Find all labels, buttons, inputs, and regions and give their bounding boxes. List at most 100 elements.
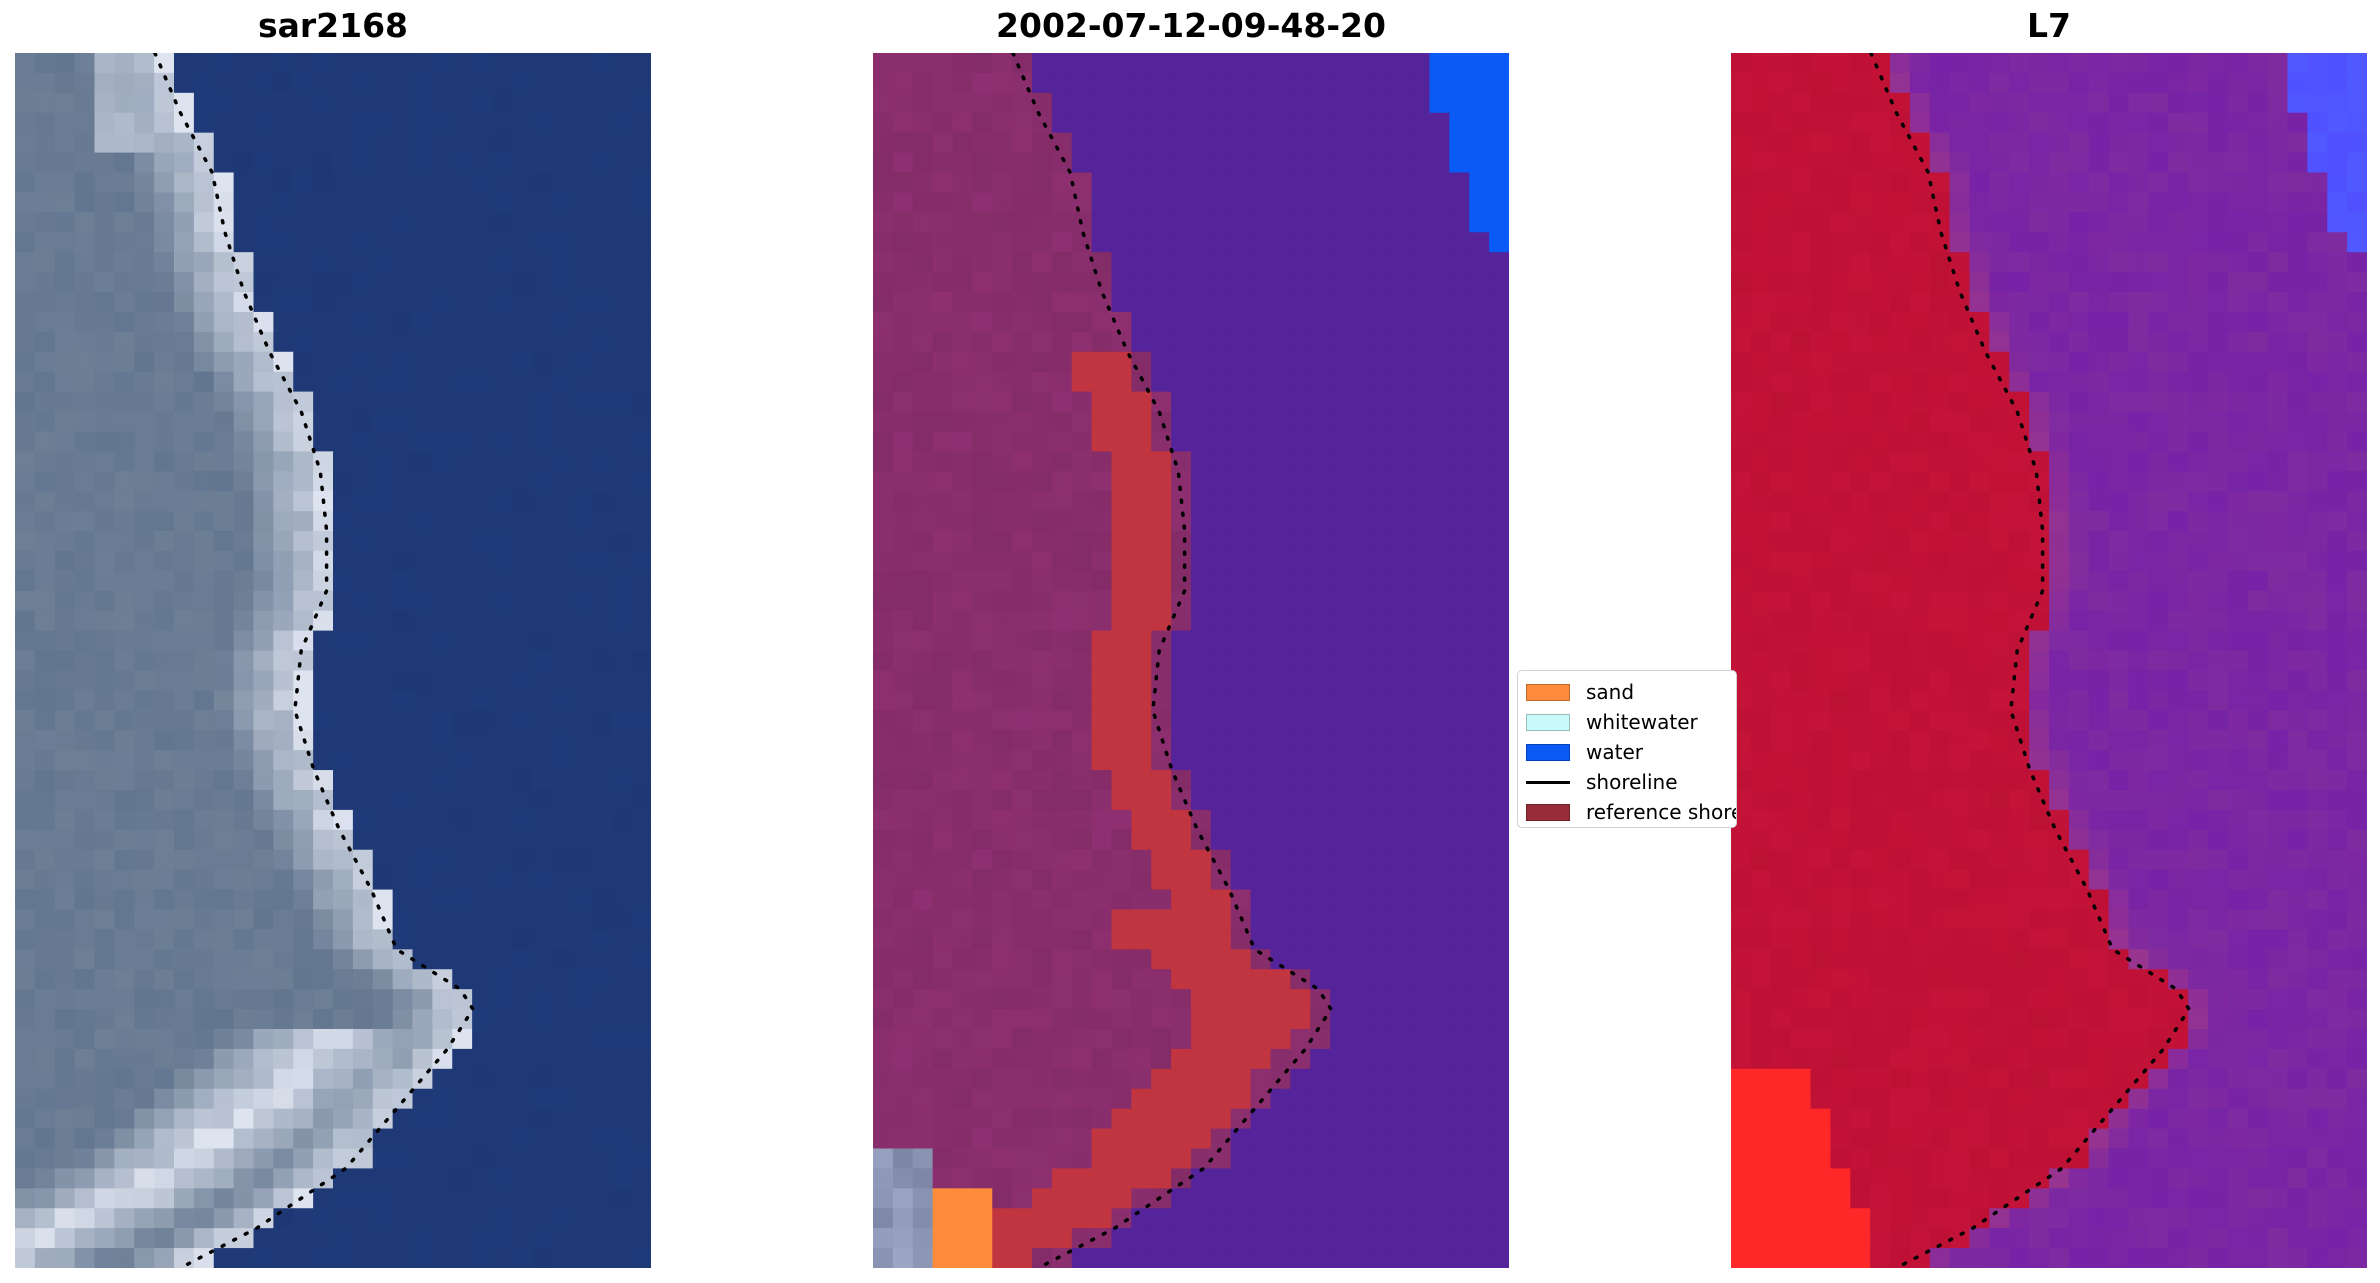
pixel bbox=[932, 1248, 954, 1268]
pixel bbox=[2049, 391, 2070, 413]
pixel bbox=[912, 292, 934, 313]
pixel bbox=[591, 451, 612, 472]
pixel bbox=[114, 1009, 135, 1030]
pixel bbox=[873, 1148, 894, 1170]
pixel bbox=[1250, 650, 1272, 672]
pixel bbox=[992, 331, 1013, 353]
pixel bbox=[432, 53, 453, 74]
pixel bbox=[34, 829, 56, 851]
pixel bbox=[631, 451, 651, 472]
pixel bbox=[2347, 132, 2367, 154]
pixel bbox=[1270, 829, 1291, 851]
pixel bbox=[313, 590, 334, 612]
pixel bbox=[611, 491, 632, 512]
pixel bbox=[1949, 152, 1971, 174]
pixel bbox=[2307, 351, 2328, 373]
pixel bbox=[1389, 331, 1411, 353]
pixel bbox=[1790, 292, 1812, 313]
pixel bbox=[2287, 311, 2308, 333]
pixel bbox=[952, 889, 973, 911]
pixel bbox=[1989, 690, 2010, 711]
pixel bbox=[1409, 371, 1431, 393]
pixel bbox=[2068, 411, 2090, 433]
pixel bbox=[273, 92, 294, 114]
pixel bbox=[273, 172, 294, 194]
pixel bbox=[1171, 112, 1192, 134]
pixel bbox=[2267, 351, 2289, 373]
pixel bbox=[432, 989, 453, 1010]
pixel bbox=[1230, 750, 1252, 771]
pixel bbox=[193, 949, 215, 970]
pixel bbox=[972, 570, 993, 592]
pixel bbox=[293, 252, 314, 273]
pixel bbox=[551, 1248, 573, 1268]
pixel bbox=[2168, 192, 2189, 213]
pixel bbox=[114, 152, 135, 174]
pixel bbox=[571, 411, 592, 433]
pixel bbox=[1111, 570, 1132, 592]
false-color-image-panel bbox=[1731, 53, 2367, 1268]
pixel bbox=[293, 272, 314, 293]
pixel bbox=[1790, 491, 1812, 512]
pixel bbox=[1369, 989, 1391, 1010]
pixel bbox=[932, 1088, 954, 1110]
pixel bbox=[412, 1248, 433, 1268]
pixel bbox=[1012, 1148, 1033, 1170]
pixel bbox=[233, 1208, 255, 1229]
pixel bbox=[114, 809, 135, 831]
pixel bbox=[54, 1208, 76, 1229]
pixel bbox=[1350, 1208, 1371, 1229]
pixel bbox=[1929, 630, 1951, 652]
pixel bbox=[1230, 351, 1252, 373]
pixel bbox=[631, 750, 651, 771]
pixel bbox=[1191, 1188, 1212, 1209]
pixel bbox=[372, 411, 394, 433]
pixel bbox=[591, 590, 612, 612]
pixel bbox=[912, 471, 934, 492]
pixel bbox=[1909, 391, 1931, 413]
pixel bbox=[2148, 391, 2169, 413]
pixel bbox=[452, 1228, 473, 1249]
pixel bbox=[372, 1248, 394, 1268]
pixel bbox=[631, 132, 651, 154]
pixel bbox=[1429, 849, 1450, 871]
pixel bbox=[1731, 172, 1752, 194]
pixel bbox=[213, 72, 235, 94]
pixel bbox=[631, 570, 651, 592]
pixel bbox=[333, 531, 354, 552]
pixel bbox=[74, 212, 96, 233]
pixel bbox=[1389, 1228, 1411, 1249]
pixel bbox=[1310, 670, 1331, 691]
pixel bbox=[253, 371, 274, 393]
pixel bbox=[1210, 112, 1232, 134]
pixel bbox=[1111, 311, 1132, 333]
pixel bbox=[1012, 1208, 1033, 1229]
pixel bbox=[2347, 531, 2367, 552]
pixel bbox=[1929, 53, 1951, 74]
pixel bbox=[1350, 730, 1371, 751]
pixel bbox=[1111, 1048, 1132, 1070]
pixel bbox=[233, 1228, 255, 1249]
pixel bbox=[233, 1028, 255, 1050]
pixel bbox=[1449, 112, 1470, 134]
pixel bbox=[1949, 670, 1971, 691]
pixel bbox=[932, 969, 954, 990]
pixel bbox=[1230, 670, 1252, 691]
pixel bbox=[372, 331, 394, 353]
pixel bbox=[1012, 789, 1033, 811]
pixel bbox=[1270, 610, 1291, 632]
pixel bbox=[1171, 1228, 1192, 1249]
pixel bbox=[34, 949, 56, 970]
pixel bbox=[1409, 610, 1431, 632]
pixel bbox=[492, 770, 513, 791]
pixel bbox=[892, 192, 914, 213]
pixel bbox=[1151, 909, 1172, 930]
pixel bbox=[1989, 172, 2010, 194]
pixel bbox=[1389, 1009, 1411, 1030]
pixel bbox=[1191, 770, 1212, 791]
pixel bbox=[174, 531, 195, 552]
pixel bbox=[2148, 690, 2169, 711]
pixel bbox=[273, 789, 294, 811]
pixel bbox=[15, 92, 36, 114]
pixel bbox=[34, 969, 56, 990]
